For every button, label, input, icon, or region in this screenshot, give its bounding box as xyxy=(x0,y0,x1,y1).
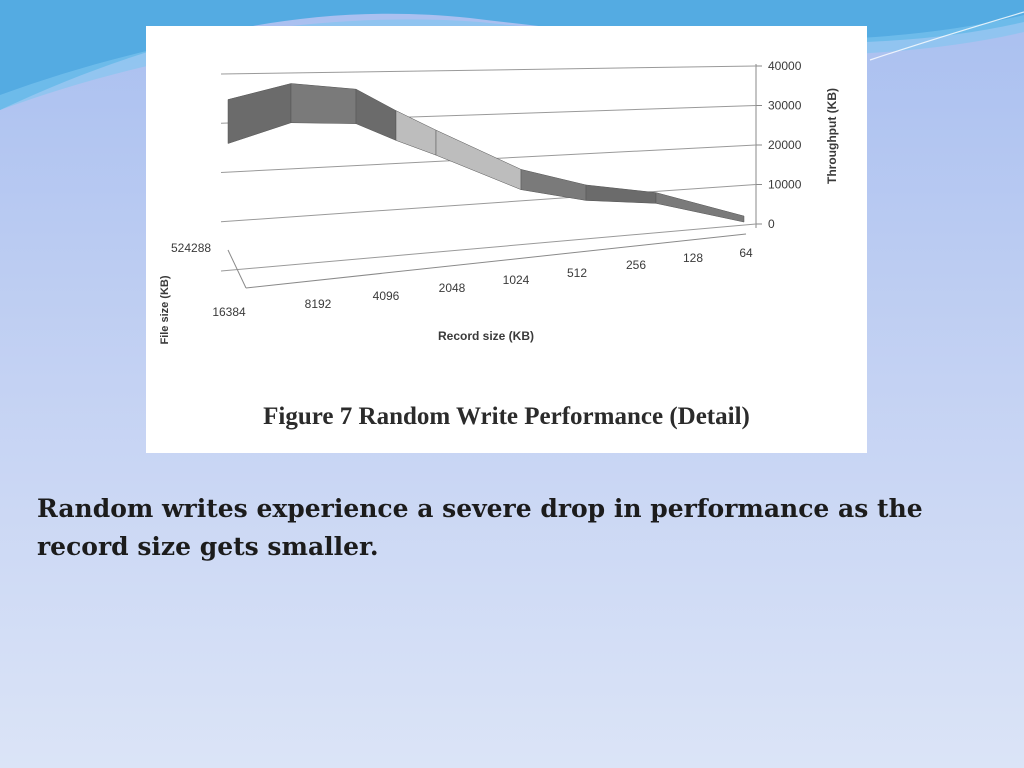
surface-segment xyxy=(655,192,745,223)
x-tick-label: 4096 xyxy=(373,289,400,303)
z-tick-label: 0 xyxy=(768,217,775,231)
surface-segment xyxy=(395,110,437,156)
chart-figure: 0 10000 20000 30000 40000 16384 8192 4096 2048 10… xyxy=(146,26,867,453)
floor-edge-left xyxy=(227,249,247,289)
x-tick-label: 16384 xyxy=(212,305,246,319)
surface-segment xyxy=(355,88,397,141)
surface-segment xyxy=(585,184,657,204)
gridline xyxy=(220,65,757,75)
surface-segment xyxy=(520,169,587,201)
z-tick-label: 40000 xyxy=(768,59,802,73)
z-tick-label: 30000 xyxy=(768,99,802,113)
z-axis-title: Throughput (KB) xyxy=(825,88,839,184)
z-tick-label: 20000 xyxy=(768,138,802,152)
x-tick-label: 256 xyxy=(626,258,646,272)
gridline xyxy=(220,223,757,272)
surface-segment xyxy=(435,129,522,191)
slide-body-text: Random writes experience a severe drop i… xyxy=(37,494,923,561)
figure-caption: Figure 7 Random Write Performance (Detai… xyxy=(263,403,750,430)
chart-surface: 0 10000 20000 30000 40000 16384 8192 4096 2048 10… xyxy=(159,59,839,345)
gridline xyxy=(220,184,757,223)
x-tick-label: 1024 xyxy=(503,273,530,287)
x-tick-label: 512 xyxy=(567,266,587,280)
y-axis-title: File size (KB) xyxy=(159,275,171,344)
header-swoosh-line xyxy=(869,11,1024,61)
surface-segment xyxy=(227,83,292,144)
surface-segment xyxy=(290,83,357,124)
y-tick-label: 524288 xyxy=(171,241,211,255)
x-tick-label: 64 xyxy=(739,246,753,260)
x-axis-line xyxy=(245,233,747,289)
x-tick-label: 2048 xyxy=(439,281,466,295)
x-axis-title: Record size (KB) xyxy=(438,329,534,343)
x-tick-label: 128 xyxy=(683,251,703,265)
z-tick-label: 10000 xyxy=(768,178,802,192)
x-tick-label: 8192 xyxy=(305,297,332,311)
